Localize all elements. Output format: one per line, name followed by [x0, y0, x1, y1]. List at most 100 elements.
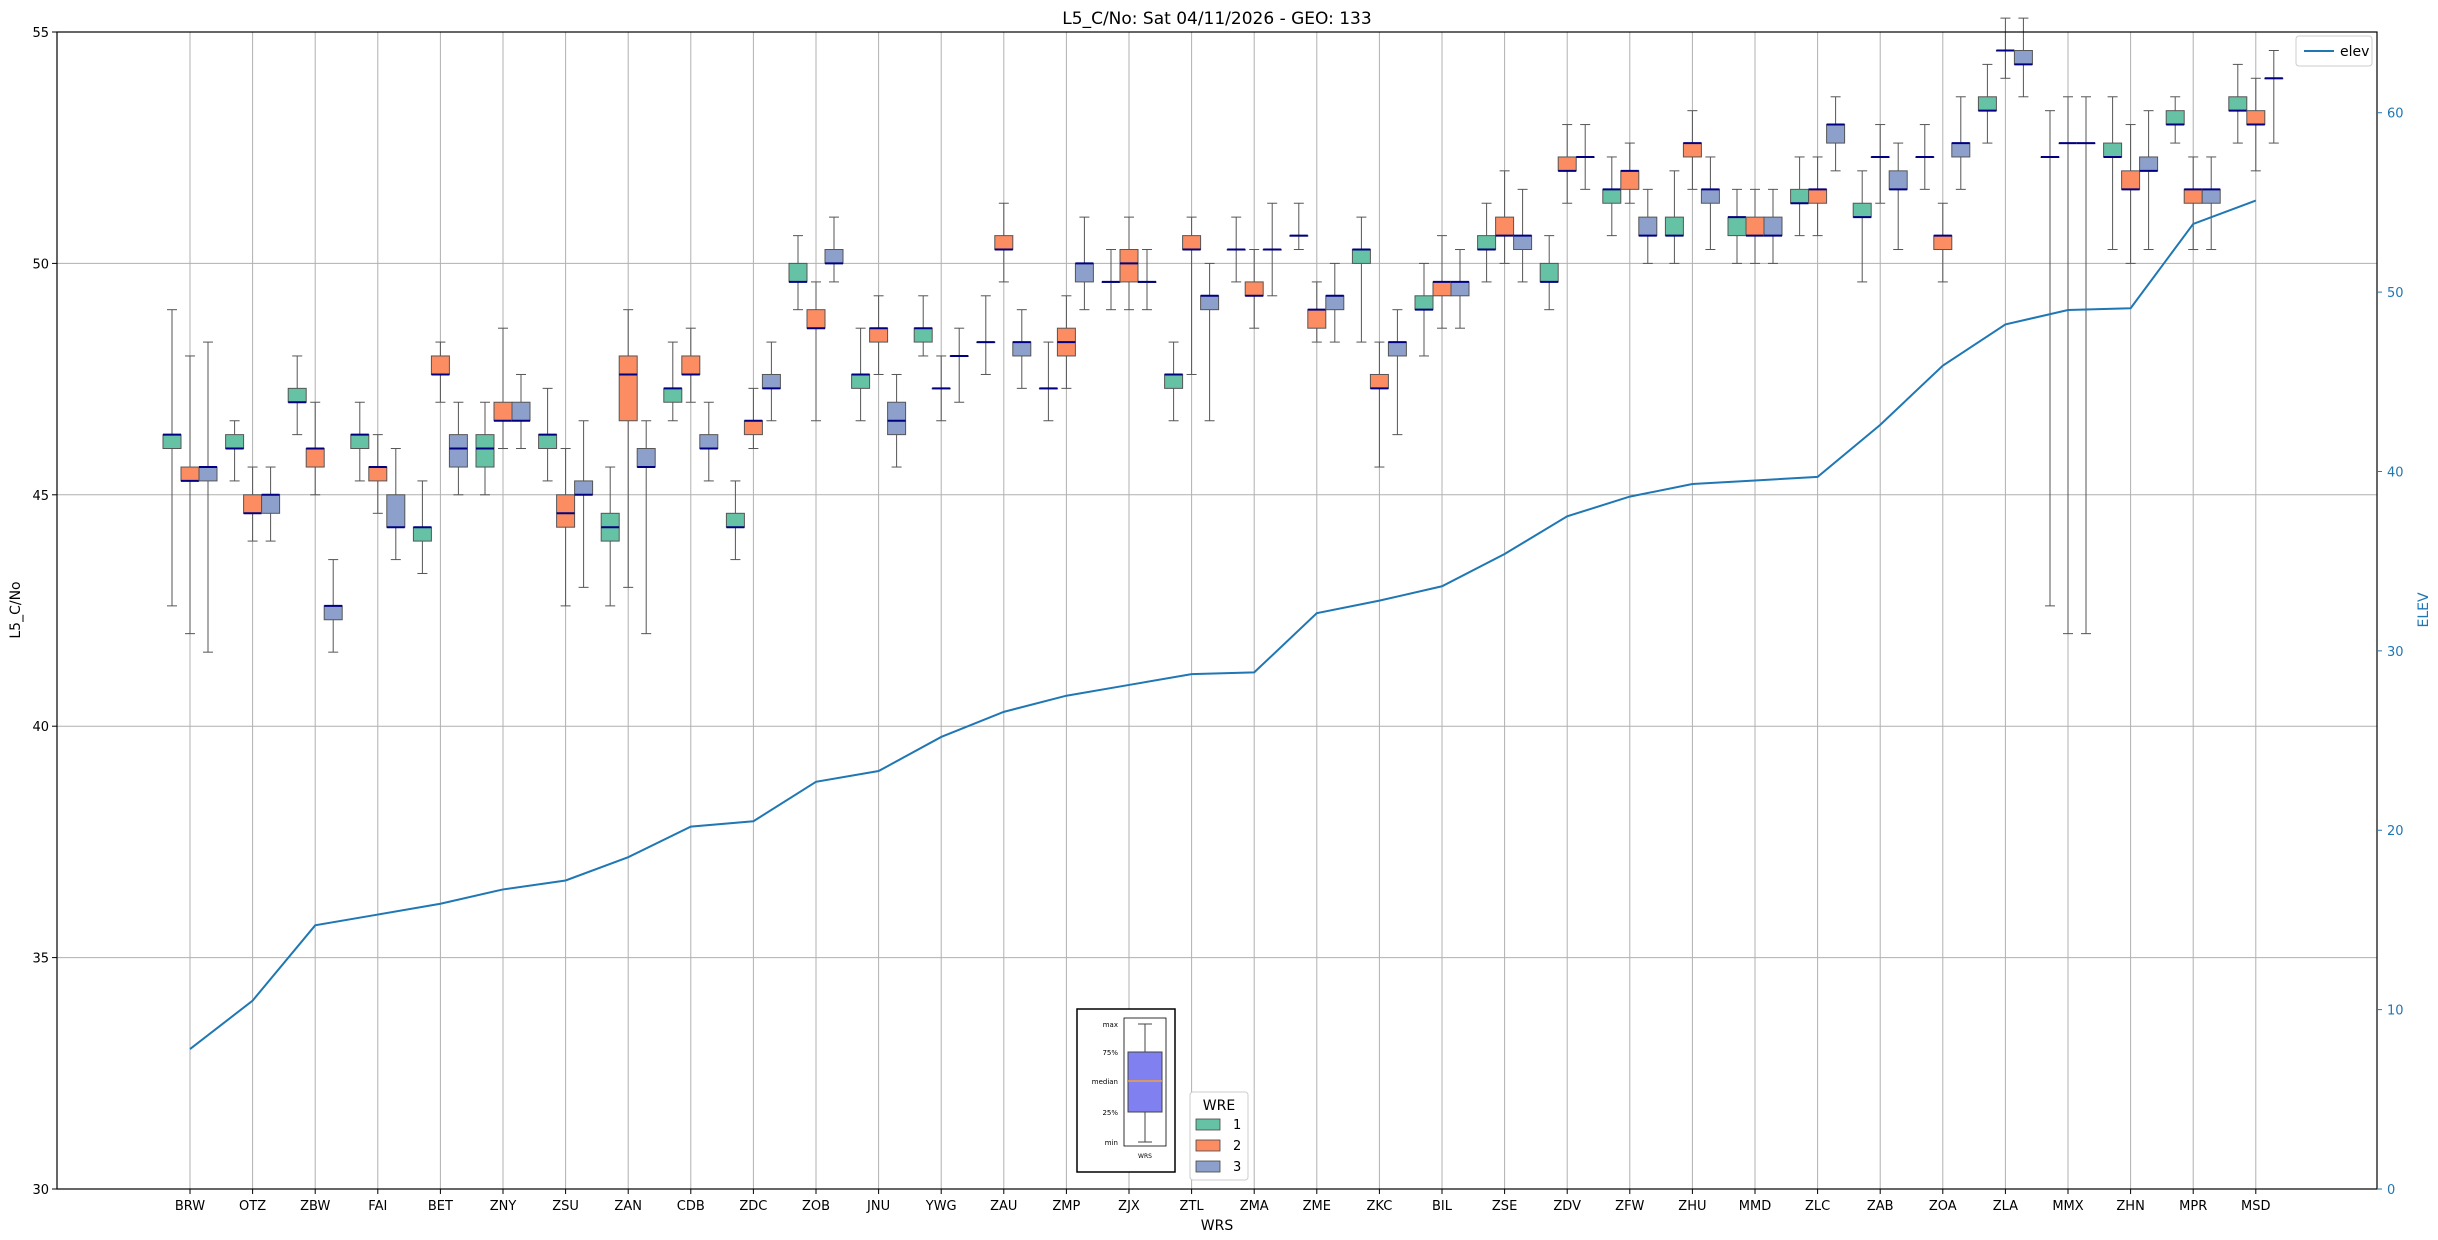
- inset-axes: [1123, 1017, 1167, 1147]
- box-zob-wre3: [824, 216, 844, 283]
- box-zla-wre2: [1995, 17, 2015, 79]
- box-zny-wre1: [475, 401, 495, 496]
- box-iqr: [2201, 188, 2221, 204]
- box-iqr: [430, 355, 450, 375]
- ticks: BRW OTZ ZBW FAI BET ZNY ZSU ZAN CDB ZDC ZOB JNU YWG Z…: [32, 26, 2403, 1214]
- x-tick-label: ZNY: [490, 1199, 517, 1214]
- box-zbw-wre3: [323, 559, 343, 653]
- box-zhn-wre3: [2139, 110, 2159, 251]
- box-iqr: [2165, 110, 2185, 126]
- box-zbw-wre1: [287, 355, 307, 436]
- box-zau-wre2: [994, 202, 1014, 283]
- box-zmp-wre3: [1074, 216, 1094, 311]
- box-brw-wre2: [180, 355, 200, 635]
- box-ztl-wre1: [1164, 341, 1184, 422]
- box-iqr: [162, 434, 182, 450]
- box-zob-wre1: [788, 235, 808, 311]
- box-iqr: [1888, 170, 1908, 190]
- y-right-tick-label: 60: [2387, 107, 2404, 122]
- box-cdb-wre3: [699, 401, 719, 482]
- box-ztl-wre2: [1182, 216, 1202, 375]
- y-axis-label: L5_C/No: [8, 581, 24, 638]
- box-zdc-wre2: [743, 387, 763, 450]
- box-iqr: [618, 355, 638, 422]
- box-zau-wre1: [976, 295, 996, 375]
- elev-series: [189, 199, 2257, 1050]
- box-zhu-wre2: [1682, 110, 1702, 190]
- x-tick-label: ZAB: [1867, 1199, 1894, 1214]
- wre-legend-label-2: 2: [1233, 1139, 1241, 1154]
- box-iqr: [2013, 50, 2033, 65]
- box-iqr: [1513, 235, 1533, 251]
- box-bil-wre3: [1450, 249, 1470, 329]
- box-ywg-wre1: [913, 295, 933, 357]
- wre-legend-swatch-1: [1195, 1118, 1221, 1131]
- inset-label-max: max: [1103, 1021, 1118, 1029]
- box-iqr: [368, 466, 388, 482]
- boxes: [162, 17, 2284, 653]
- box-zla-wre3: [2013, 17, 2033, 98]
- box-zma-wre1: [1226, 216, 1246, 283]
- box-iqr: [556, 494, 576, 528]
- box-bet-wre3: [448, 401, 468, 496]
- boxplot-inset: max 75% median 25% min WRS: [1076, 1008, 1176, 1173]
- x-tick-label: ZTL: [1180, 1199, 1205, 1214]
- box-zme-wre1: [1289, 202, 1309, 251]
- box-iqr: [2139, 156, 2159, 172]
- elev-legend-label: elev: [2340, 44, 2369, 60]
- x-tick-label: ZHN: [2116, 1199, 2144, 1214]
- wre-legend-label-1: 1: [1233, 1118, 1241, 1133]
- x-tick-label: ZOB: [802, 1199, 830, 1214]
- box-zkc-wre2: [1369, 341, 1389, 468]
- box-iqr: [1369, 373, 1389, 389]
- inset-box: [1127, 1051, 1163, 1113]
- wre-legend-title: WRE: [1203, 1098, 1235, 1114]
- box-iqr: [538, 434, 558, 450]
- box-iqr: [887, 401, 907, 436]
- box-zma-wre2: [1244, 249, 1264, 329]
- x-tick-label: ZSU: [552, 1199, 579, 1214]
- box-bet-wre1: [412, 480, 432, 574]
- wre-legend: WRE 1 2 3: [1189, 1091, 1249, 1181]
- y-right-tick-label: 50: [2387, 286, 2404, 301]
- box-iqr: [198, 466, 218, 482]
- box-zny-wre3: [511, 373, 531, 450]
- x-tick-label: MPR: [2179, 1199, 2207, 1214]
- box-zmp-wre2: [1056, 295, 1076, 389]
- x-tick-label: BIL: [1432, 1199, 1453, 1214]
- box-iqr: [1933, 235, 1953, 251]
- box-iqr: [2183, 188, 2203, 204]
- box-zhn-wre1: [2103, 96, 2123, 251]
- box-zse-wre1: [1477, 202, 1497, 283]
- box-iqr: [1826, 124, 1846, 144]
- box-zhu-wre1: [1664, 170, 1684, 264]
- box-zab-wre2: [1870, 124, 1890, 204]
- box-iqr: [1620, 170, 1640, 190]
- x-tick-label: ZDC: [739, 1199, 767, 1214]
- box-msd-wre2: [2246, 77, 2266, 172]
- x-tick-label: ZLA: [1993, 1199, 2018, 1214]
- box-iqr: [386, 494, 406, 528]
- box-iqr: [305, 448, 325, 468]
- box-iqr: [243, 494, 263, 514]
- box-iqr: [493, 401, 513, 422]
- x-tick-label: FAI: [368, 1199, 387, 1214]
- inset-label-q1: 25%: [1102, 1109, 1118, 1117]
- box-mmx-wre2: [2058, 96, 2078, 635]
- box-mmd-wre2: [1745, 188, 1765, 264]
- elev-legend: elev: [2295, 35, 2373, 67]
- box-iqr: [1307, 309, 1327, 329]
- box-zbw-wre2: [305, 401, 325, 496]
- box-zsu-wre1: [538, 387, 558, 482]
- box-iqr: [511, 401, 531, 422]
- box-iqr: [180, 466, 200, 482]
- x-tick-label: ZAU: [990, 1199, 1017, 1214]
- plot-frame: [56, 31, 2378, 1190]
- box-iqr: [2103, 142, 2123, 158]
- box-otz-wre1: [225, 420, 245, 482]
- box-iqr: [448, 434, 468, 468]
- box-zoa-wre2: [1933, 202, 1953, 283]
- box-iqr: [1951, 142, 1971, 158]
- box-zjx-wre2: [1119, 216, 1139, 311]
